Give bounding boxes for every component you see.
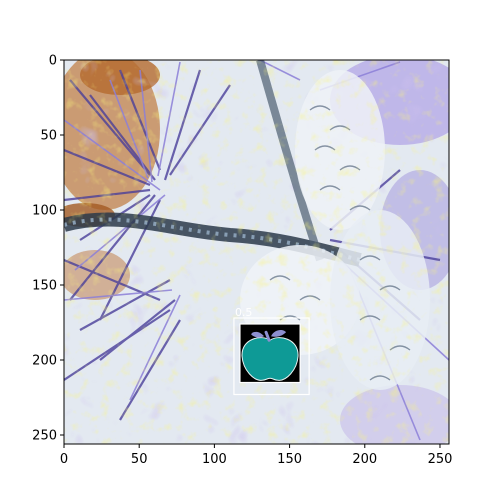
x-tick-label: 100 bbox=[202, 452, 227, 467]
y-tick-label: 0 bbox=[49, 54, 57, 69]
x-tick-label: 50 bbox=[131, 452, 148, 467]
detection-score-label: 0.5 bbox=[235, 306, 253, 319]
x-tick-label: 200 bbox=[352, 452, 377, 467]
detection-box: 0.5 bbox=[233, 306, 310, 396]
y-tick-label: 50 bbox=[40, 129, 57, 144]
x-tick-label: 0 bbox=[60, 452, 68, 467]
y-tick-label: 150 bbox=[32, 279, 57, 294]
x-tick-label: 250 bbox=[428, 452, 453, 467]
x-axis: 0 50 100 150 200 250 bbox=[60, 444, 453, 467]
y-tick-label: 250 bbox=[32, 429, 57, 444]
axes-frame bbox=[63, 59, 450, 445]
x-tick-label: 150 bbox=[277, 452, 302, 467]
y-tick-label: 200 bbox=[32, 354, 57, 369]
y-tick-label: 100 bbox=[32, 204, 57, 219]
y-axis: 0 50 100 150 200 250 bbox=[32, 54, 64, 444]
detection-outer-box bbox=[233, 317, 310, 396]
apple-icon bbox=[241, 330, 299, 381]
